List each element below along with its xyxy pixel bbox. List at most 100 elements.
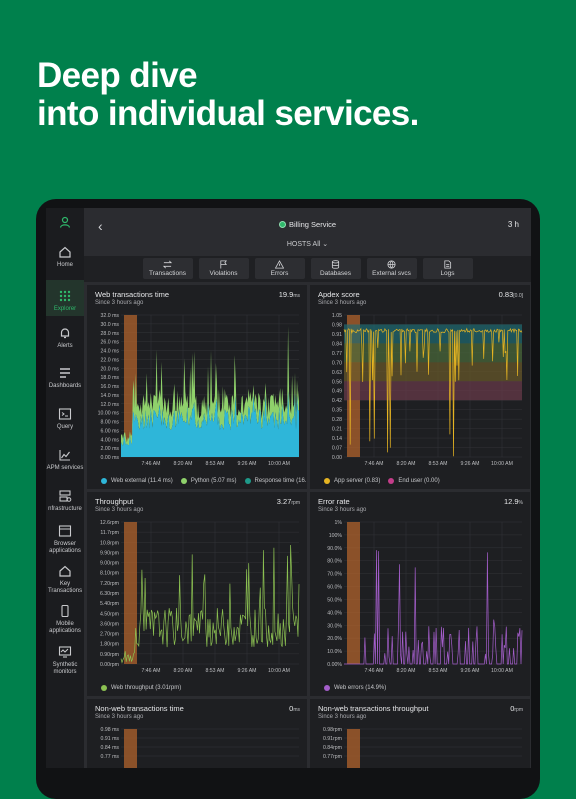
- legend-item: Web errors (14.9%): [324, 685, 386, 691]
- database-icon: [331, 260, 340, 269]
- y-tick-label: 4.00 ms: [101, 437, 120, 443]
- y-tick-label: 60.0%: [327, 585, 342, 591]
- arrows-icon: [163, 260, 172, 269]
- y-tick-label: 0.70: [332, 360, 342, 366]
- y-tick-label: 0.00rpm: [100, 662, 119, 668]
- browser-icon: [58, 525, 72, 537]
- x-tick-label: 8:53 AM: [205, 668, 224, 674]
- time-range-button[interactable]: 3 h: [507, 220, 519, 229]
- panel-subtitle: Since 3 hours ago: [318, 714, 367, 720]
- service-header: ‹ Billing Service 3 h HOSTS All ⌄: [84, 208, 531, 256]
- panel-value-number: 0: [289, 704, 294, 713]
- account-icon[interactable]: [46, 208, 84, 236]
- panel-value: 0rpm: [510, 704, 523, 713]
- tab-external-svcs[interactable]: External svcs: [366, 258, 417, 279]
- home-icon: [59, 246, 71, 258]
- non-web-throughput-chart: 0.98rpm 0.91rpm 0.84rpm 0.77rpm: [323, 727, 522, 768]
- y-tick-label: 26.0 ms: [101, 340, 120, 346]
- sidebar-item-alerts[interactable]: Alerts: [46, 326, 84, 364]
- sidebar-item-label: APM services: [46, 465, 84, 471]
- incident-highlight: [124, 522, 137, 664]
- y-tick-label: 0.35: [332, 408, 342, 414]
- y-tick-label: 0.84: [332, 341, 342, 347]
- panel-title: Error rate: [318, 497, 350, 506]
- sidebar-item-infrastructure[interactable]: nfrastructure: [46, 489, 84, 527]
- series-app-server: [343, 327, 523, 457]
- sidebar-item-label: Synthetic monitors: [52, 662, 78, 675]
- panel-non-web-transactions-throughput[interactable]: Non-web transactions throughput Since 3 …: [310, 699, 530, 768]
- x-tick-label: 9:26 AM: [460, 461, 479, 467]
- back-icon[interactable]: ‹: [98, 218, 103, 234]
- sidebar-item-synthetic-monitors[interactable]: Synthetic monitors: [46, 645, 84, 683]
- app-screen: Home Explorer Alerts Dashboards Query AP…: [46, 208, 531, 768]
- sidebar-item-label: Explorer: [53, 306, 77, 312]
- y-tick-label: 5.40rpm: [100, 601, 119, 607]
- home-key-icon: [59, 565, 71, 577]
- sidebar-item-home[interactable]: Home: [46, 245, 84, 283]
- y-tick-label: 0.49: [332, 389, 342, 395]
- y-tick-label: 0.84rpm: [323, 745, 342, 751]
- web-transactions-chart: 32.0 ms 30.0 ms 28.0 ms 26.0 ms 24.0 ms 22.0 …: [98, 313, 299, 467]
- y-tick-label: 6.00 ms: [101, 428, 120, 434]
- panel-subtitle: Since 3 hours ago: [95, 507, 144, 513]
- y-tick-label: 2.00 ms: [101, 446, 120, 452]
- chart-icon: [59, 450, 70, 461]
- sidebar-item-query[interactable]: Query: [46, 407, 84, 445]
- panel-value: 0ms: [289, 704, 300, 713]
- series-web-external: [121, 391, 299, 457]
- tab-label: Logs: [440, 270, 455, 277]
- panel-non-web-transactions-time[interactable]: Non-web transactions time Since 3 hours …: [87, 699, 307, 768]
- tab-transactions[interactable]: Transactions: [142, 258, 193, 279]
- panel-apdex-score[interactable]: Apdex score Since 3 hours ago 0.83[0.0] …: [310, 285, 530, 489]
- panel-value: 19.9ms: [279, 290, 300, 299]
- sidebar-item-label: Dashboards: [48, 383, 82, 389]
- tab-errors[interactable]: Errors: [254, 258, 305, 279]
- y-tick-label: 0.00%: [327, 662, 342, 668]
- tab-bar: Transactions Violations Errors Databases…: [84, 256, 531, 282]
- sidebar-item-dashboards[interactable]: Dashboards: [46, 366, 84, 404]
- sidebar-item-mobile-applications[interactable]: Mobile applications: [46, 604, 84, 642]
- sidebar-item-label: Home: [56, 262, 73, 268]
- y-tick-label: 30.0%: [327, 623, 342, 629]
- tab-databases[interactable]: Databases: [310, 258, 361, 279]
- y-tick-label: 0.77: [332, 351, 342, 357]
- sidebar-item-label: nfrastructure: [48, 506, 82, 512]
- panel-web-transactions-time[interactable]: Web transactions time Since 3 hours ago …: [87, 285, 307, 489]
- tab-violations[interactable]: Violations: [198, 258, 249, 279]
- y-tick-label: 12.6rpm: [100, 520, 119, 526]
- y-tick-label: 0.91 ms: [101, 736, 120, 742]
- panel-subtitle: Since 3 hours ago: [318, 507, 367, 513]
- y-tick-label: 20.0%: [327, 636, 342, 642]
- x-tick-label: 7:46 AM: [364, 668, 383, 674]
- tab-logs[interactable]: Logs: [422, 258, 473, 279]
- panel-value-unit: %: [518, 500, 523, 506]
- panel-value-unit: rpm: [291, 500, 300, 506]
- grid-icon: [59, 290, 71, 302]
- sidebar-item-explorer[interactable]: Explorer: [46, 280, 84, 316]
- legend-label: Web throughput (3.01rpm): [111, 685, 182, 691]
- x-tick-label: 7:46 AM: [141, 461, 160, 467]
- tab-label: Transactions: [149, 270, 186, 277]
- sidebar-item-label: Key Transactions: [47, 581, 83, 594]
- legend-label: Python (5.07 ms): [190, 478, 237, 484]
- main-content: ‹ Billing Service 3 h HOSTS All ⌄ Transa…: [84, 208, 531, 768]
- y-tick-label: 0.14: [332, 436, 342, 442]
- panel-value: 3.27rpm: [277, 497, 300, 506]
- panel-throughput[interactable]: Throughput Since 3 hours ago 3.27rpm 12.…: [87, 492, 307, 696]
- sidebar-item-browser-applications[interactable]: Browser applications: [46, 524, 84, 562]
- hosts-selector[interactable]: HOSTS All ⌄: [84, 240, 531, 248]
- sidebar-item-apm-services[interactable]: APM services: [46, 448, 84, 486]
- dashboard-icon: [60, 368, 70, 378]
- y-tick-label: 9.00rpm: [100, 561, 119, 567]
- panel-value-number: 0.83: [498, 290, 514, 299]
- x-tick-label: 8:20 AM: [396, 461, 415, 467]
- sidebar-item-label: Mobile applications: [49, 621, 81, 634]
- tab-label: External svcs: [372, 270, 411, 277]
- sidebar-item-label: Alerts: [57, 343, 73, 349]
- mobile-icon: [61, 604, 69, 618]
- chevron-down-icon: ⌄: [322, 241, 329, 248]
- panel-error-rate[interactable]: Error rate Since 3 hours ago 12.9% 1% 100…: [310, 492, 530, 696]
- globe-icon: [387, 260, 396, 269]
- sidebar-item-key-transactions[interactable]: Key Transactions: [46, 564, 84, 602]
- legend-label: End user (0.00): [398, 478, 440, 484]
